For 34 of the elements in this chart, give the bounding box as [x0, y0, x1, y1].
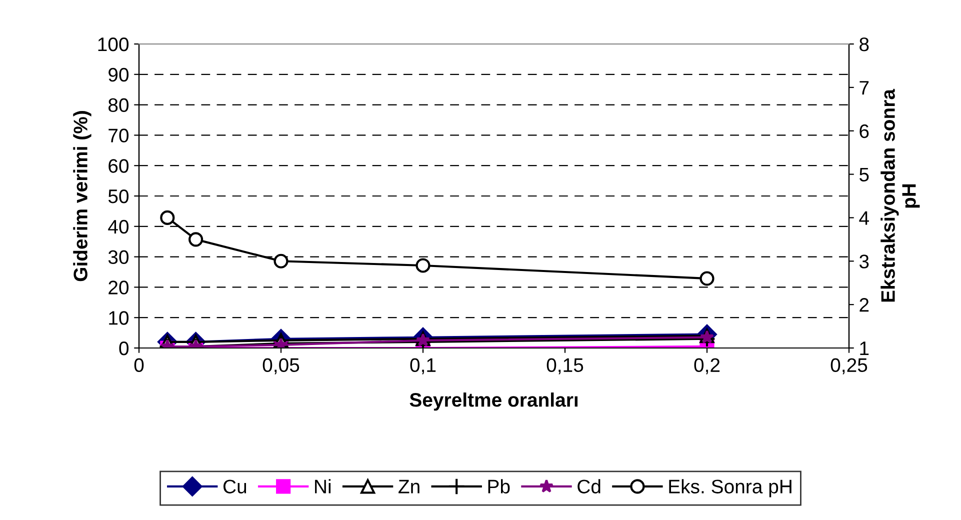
y-tick-label: 20 — [108, 280, 129, 294]
y-tick-label: 60 — [108, 159, 129, 173]
y-tick-label: 100 — [98, 37, 129, 52]
y2-tick-label: 7 — [860, 81, 869, 94]
y2-tick-label: 2 — [860, 298, 869, 312]
y-tick-label: 50 — [108, 189, 129, 204]
y-tick-label: 90 — [108, 68, 129, 82]
legend-label: Cu — [223, 480, 246, 494]
y2-tick-label: 5 — [860, 168, 869, 182]
y2-tick-label: 4 — [859, 211, 869, 225]
x-axis-title: Seyreltme oranları — [410, 392, 578, 411]
x-tick-label: 0,1 — [410, 358, 436, 374]
y2-tick-label: 6 — [860, 124, 869, 138]
y-tick-label: 10 — [109, 311, 129, 325]
x-tick-label: 0,2 — [694, 358, 720, 374]
y-tick-label: 70 — [108, 128, 129, 142]
x-tick-label: 0,05 — [262, 358, 300, 374]
x-tick-label: 0,15 — [546, 358, 584, 374]
y2-tick-label: 8 — [860, 37, 869, 52]
legend-label: Ni — [315, 479, 331, 494]
y2-axis-title: Ekstraksiyondan sonra pH — [880, 88, 920, 302]
y-axis-title: Giderim verimi (%) — [73, 111, 92, 282]
legend-label: Zn — [398, 480, 420, 494]
legend-label: Pb — [488, 479, 510, 494]
y-tick-label: 40 — [108, 220, 129, 234]
y-tick-label: 80 — [108, 98, 129, 112]
x-tick-label: 0 — [134, 358, 144, 372]
y2-tick-label: 1 — [860, 342, 869, 356]
legend-label: Eks. Sonra pH — [669, 479, 792, 498]
x-tick-label: 0,25 — [830, 358, 868, 374]
legend-label: Cd — [578, 479, 600, 494]
y2-tick-label: 3 — [859, 254, 869, 268]
y-tick-label: 0 — [119, 341, 129, 356]
y-tick-label: 30 — [108, 250, 129, 264]
